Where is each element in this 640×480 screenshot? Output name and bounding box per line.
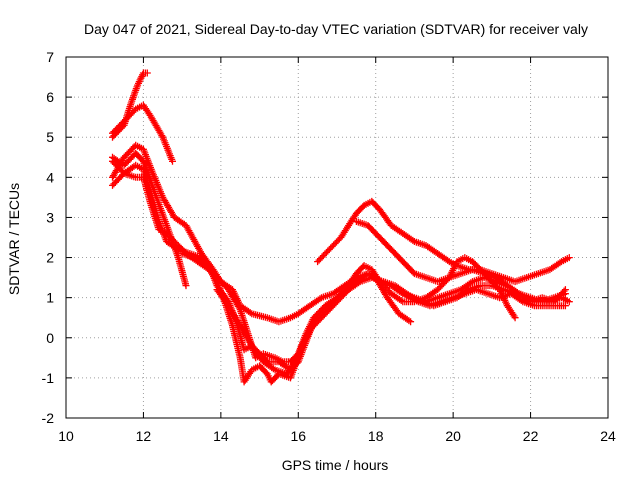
series-marks-track-2 [109,101,176,165]
series-marks-track-11 [395,282,573,310]
x-axis-label: GPS time / hours [282,457,389,473]
y-tick-label: 3 [46,209,54,225]
series-track-2 [109,101,176,165]
y-tick-label: 0 [46,330,54,346]
y-axis-label: SDTVAR / TECUs [6,183,22,295]
y-tick-label: 6 [46,89,54,105]
series-marks-track-8 [213,286,302,378]
x-tick-label: 22 [523,428,539,444]
y-tick-label: 1 [46,290,54,306]
y-tick-label: -2 [42,410,55,426]
data-marks [109,69,573,386]
x-tick-label: 18 [368,428,384,444]
y-tick-label: 2 [46,250,54,266]
x-tick-label: 20 [445,428,461,444]
series-track-6 [109,157,569,386]
series-marks-track-6 [109,157,569,386]
series-marks-track-9 [314,197,573,286]
y-tick-label: -1 [42,370,55,386]
grid-lines [66,57,608,418]
plot-frame [65,56,609,419]
series-track-11 [395,282,573,310]
y-tick-label: 5 [46,129,54,145]
x-tick-label: 16 [290,428,306,444]
x-tick-label: 10 [58,428,74,444]
y-tick-label: 4 [46,169,54,185]
series-track-9 [314,197,573,286]
chart-title: Day 047 of 2021, Sidereal Day-to-day VTE… [84,21,588,37]
x-tick-label: 24 [600,428,616,444]
y-tick-label: 7 [46,49,54,65]
x-tick-label: 14 [213,428,229,444]
x-tick-label: 12 [136,428,152,444]
series-track-8 [213,286,302,378]
